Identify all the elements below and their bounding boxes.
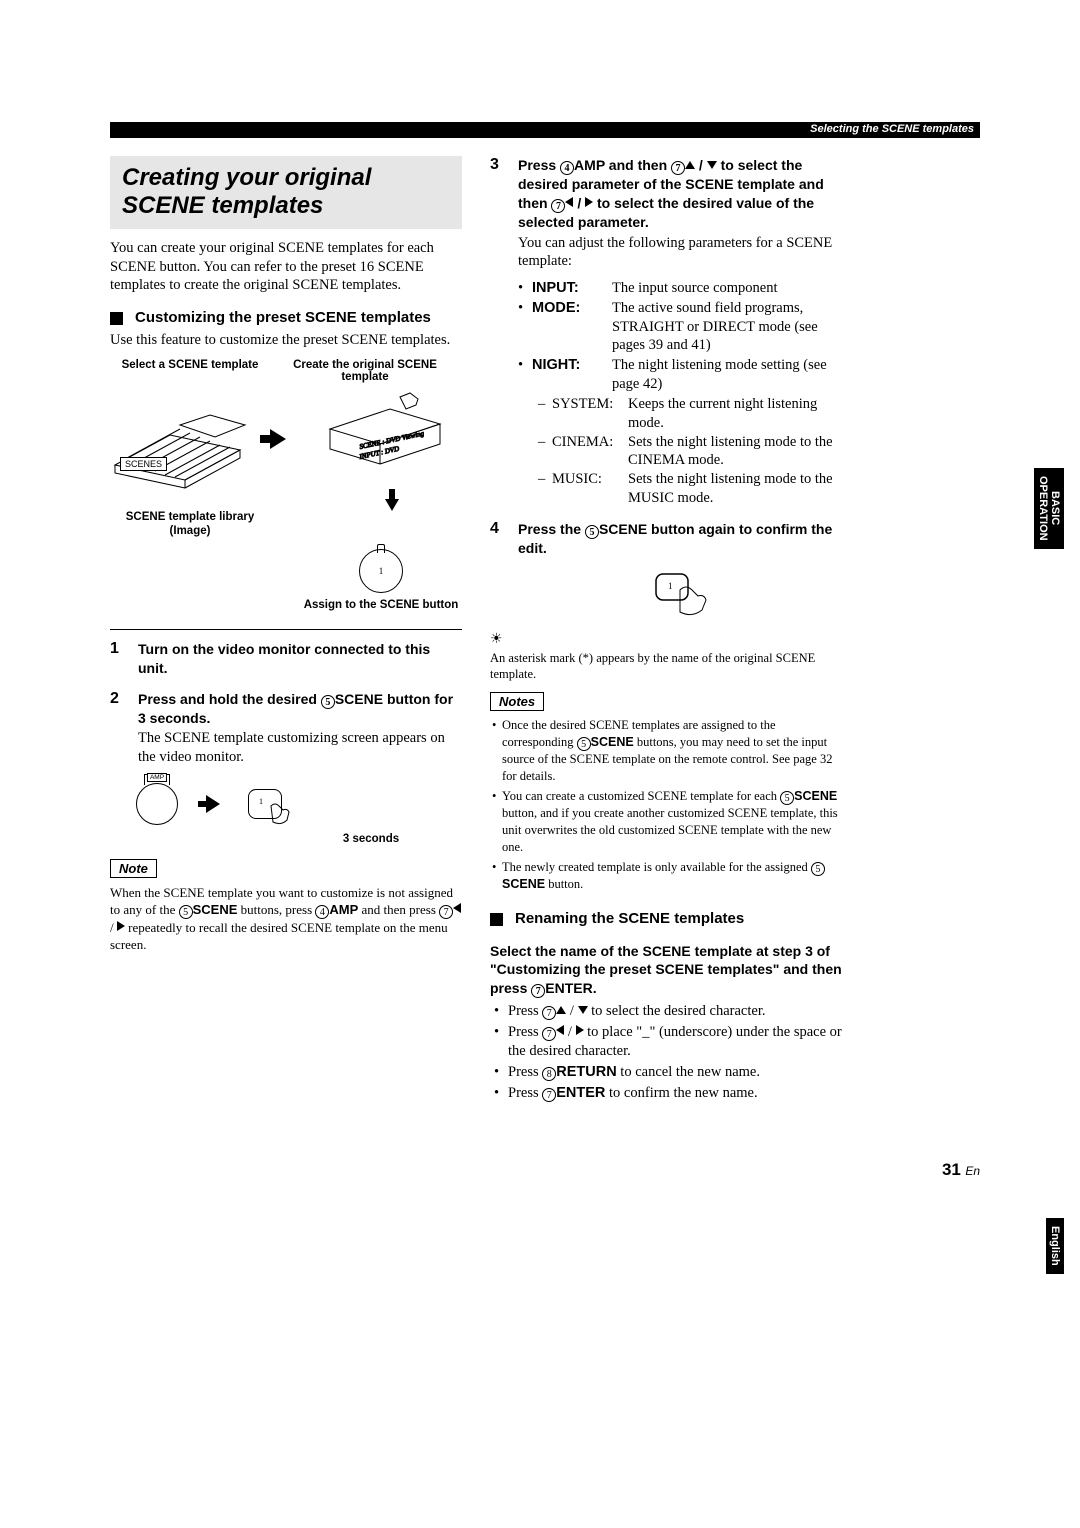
- step2-text: The SCENE template customizing screen ap…: [138, 729, 462, 766]
- left-column: Creating your original SCENE templates Y…: [110, 156, 462, 1104]
- arrow-down-icon: [385, 499, 399, 511]
- subheading-customizing: Customizing the preset SCENE templates: [110, 309, 462, 327]
- subheading-renaming: Renaming the SCENE templates: [490, 910, 842, 928]
- step3-text: You can adjust the following parameters …: [518, 234, 842, 271]
- square-bullet-icon: [110, 312, 123, 325]
- amp-label: AMP: [147, 773, 167, 782]
- library-caption: SCENE template library (Image): [110, 511, 270, 539]
- sub1-text: Use this feature to customize the preset…: [110, 331, 462, 350]
- assign-caption: Assign to the SCENE button: [300, 599, 462, 613]
- scene-button-icon: [359, 549, 403, 593]
- rename-item: Press 8RETURN to cancel the new name.: [508, 1063, 842, 1083]
- svg-text:1: 1: [668, 581, 673, 591]
- step-number: 2: [110, 690, 126, 767]
- press-button-icon: 1: [650, 568, 710, 618]
- step-3: 3 Press 4AMP and then 7 / to select the …: [490, 156, 842, 508]
- tip-icon: ☀: [490, 631, 503, 648]
- running-header-text: Selecting the SCENE templates: [810, 123, 974, 135]
- amp-knob-icon: AMP: [136, 783, 178, 825]
- subheading-text: Renaming the SCENE templates: [515, 910, 744, 928]
- subheading-text: Customizing the preset SCENE templates: [135, 309, 431, 327]
- side-tab-basic-operation: BASICOPERATION: [1034, 468, 1064, 549]
- notes-label: Notes: [490, 692, 544, 711]
- step3-bold: Press 4AMP and then 7 / to select the de…: [518, 156, 842, 232]
- note-body: When the SCENE template you want to cust…: [110, 884, 462, 953]
- page-number: 31 En: [942, 1160, 980, 1180]
- step-number: 4: [490, 520, 506, 618]
- note-item: The newly created template is only avail…: [502, 859, 842, 893]
- rename-item: Press 7 / to place "_" (underscore) unde…: [508, 1023, 842, 1062]
- diagram-right-head: Create the original SCENE template: [270, 359, 460, 383]
- rename-head: Select the name of the SCENE template at…: [490, 942, 842, 999]
- three-seconds: 3 seconds: [280, 833, 462, 845]
- step2-bold: Press and hold the desired 5SCENE button…: [138, 690, 462, 728]
- divider: [110, 629, 462, 630]
- arrow-right-icon: [270, 429, 286, 449]
- right-column: 3 Press 4AMP and then 7 / to select the …: [490, 156, 842, 1104]
- step-4: 4 Press the 5SCENE button again to confi…: [490, 520, 842, 618]
- square-bullet-icon: [490, 913, 503, 926]
- step-number: 3: [490, 156, 506, 508]
- step4-bold: Press the 5SCENE button again to confirm…: [518, 520, 842, 558]
- template-icon: SCENE : DVD Viewing INPUT : DVD: [310, 389, 450, 489]
- section-title: Creating your original SCENE templates: [122, 164, 450, 219]
- diagram-left-head: Select a SCENE template: [110, 359, 270, 383]
- step1-text: Turn on the video monitor connected to t…: [138, 640, 462, 678]
- remote-row: AMP: [136, 783, 462, 825]
- scene-button-press-icon: [248, 789, 282, 819]
- step-1: 1 Turn on the video monitor connected to…: [110, 640, 462, 678]
- library-icon: [110, 395, 250, 495]
- scenes-label: SCENES: [120, 457, 167, 471]
- hand-icon: [267, 802, 293, 828]
- parameter-list: •INPUT:The input source component •MODE:…: [518, 279, 842, 508]
- tip-text: An asterisk mark (*) appears by the name…: [490, 650, 842, 683]
- side-tab-english: English: [1046, 1218, 1064, 1274]
- diagram: Select a SCENE template Create the origi…: [110, 359, 462, 612]
- step-2: 2 Press and hold the desired 5SCENE butt…: [110, 690, 462, 767]
- arrow-icon: [206, 795, 220, 813]
- step-number: 1: [110, 640, 126, 678]
- note-item: Once the desired SCENE templates are ass…: [502, 717, 842, 785]
- notes-list: Once the desired SCENE templates are ass…: [490, 717, 842, 892]
- note-item: You can create a customized SCENE templa…: [502, 788, 842, 856]
- intro-text: You can create your original SCENE templ…: [110, 239, 462, 295]
- rename-item: Press 7 / to select the desired characte…: [508, 1002, 842, 1022]
- running-header: Selecting the SCENE templates: [110, 122, 980, 138]
- rename-steps: Press 7 / to select the desired characte…: [490, 1002, 842, 1103]
- rename-item: Press 7ENTER to confirm the new name.: [508, 1084, 842, 1104]
- section-title-box: Creating your original SCENE templates: [110, 156, 462, 229]
- note-label: Note: [110, 859, 157, 878]
